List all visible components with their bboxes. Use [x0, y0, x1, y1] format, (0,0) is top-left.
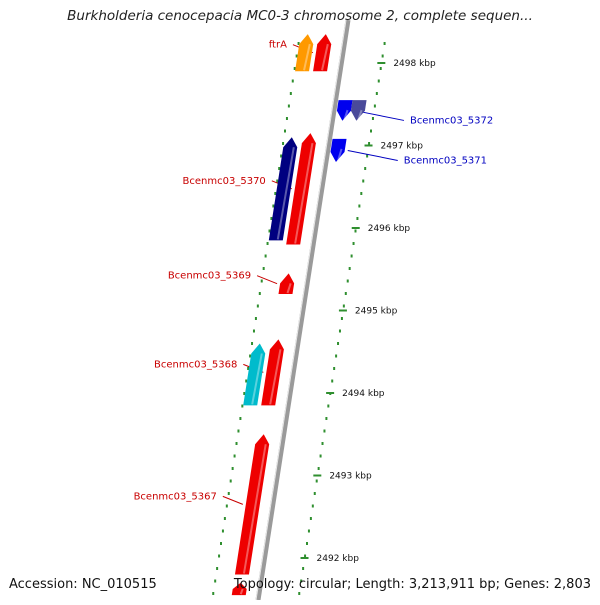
scale-tick-label: 2493 kbp: [329, 472, 372, 482]
gene-arrow[interactable]: [268, 137, 298, 241]
gene-arrow[interactable]: [231, 582, 247, 596]
gene-label[interactable]: Bcenmc03_5367: [134, 491, 217, 502]
gene-label[interactable]: ftrA: [269, 40, 287, 51]
gene-shine: [357, 109, 363, 121]
map-title: Burkholderia cenocepacia MC0-3 chromosom…: [67, 8, 533, 24]
gene-arrow[interactable]: [350, 100, 367, 121]
dotted-rings: [212, 42, 386, 595]
accession-label: Accession: NC_010515: [9, 577, 157, 592]
gene-label-leader: [222, 495, 244, 505]
gene-shine: [286, 283, 292, 294]
backbone-highlight: [255, 19, 347, 601]
gene-label[interactable]: Bcenmc03_5370: [183, 176, 266, 187]
gene-arrow[interactable]: [243, 343, 266, 406]
gene-label[interactable]: Bcenmc03_5369: [168, 271, 251, 282]
scale-tick-label: 2497 kbp: [381, 142, 424, 152]
gene-features: ftrA Bcenmc03_5372 Bcenmc03_5371 Bcenmc03_5…: [134, 34, 493, 596]
gene-feature[interactable]: ftrA: [269, 34, 332, 72]
gene-shine: [294, 142, 314, 244]
gene-feature[interactable]: Bcenmc03_5369: [168, 271, 295, 294]
chromosome-backbone: [255, 19, 351, 601]
gene-feature[interactable]: [295, 34, 314, 72]
gene-shine: [303, 43, 311, 71]
gene-label-leader: [347, 149, 398, 161]
gene-feature[interactable]: [243, 343, 266, 406]
scale-tick-label: 2494 kbp: [342, 389, 385, 399]
gene-shine: [321, 43, 329, 71]
gene-shine: [276, 147, 295, 240]
gene-shine: [337, 148, 343, 162]
gene-arrow[interactable]: [313, 34, 332, 72]
gene-arrow[interactable]: [261, 339, 284, 406]
gene-shine: [239, 588, 244, 595]
gene-label-leader: [256, 275, 278, 285]
gene-label[interactable]: Bcenmc03_5371: [404, 155, 487, 166]
sequence-summary: Topology: circular; Length: 3,213,911 bp…: [233, 577, 591, 592]
gene-label[interactable]: Bcenmc03_5368: [154, 359, 237, 370]
gene-arrow[interactable]: [234, 434, 270, 575]
scale-tick-label: 2498 kbp: [393, 59, 436, 69]
scale-ticks: 2498 kbp 2497 kbp 2496 kbp 2495 kbp 2494 kbp…: [300, 59, 436, 564]
gene-shine: [269, 349, 282, 405]
gene-arrow[interactable]: [278, 273, 295, 294]
gene-shine: [242, 444, 267, 574]
gene-shine: [343, 109, 349, 121]
gene-arrow[interactable]: [286, 133, 316, 245]
gene-shine: [251, 353, 263, 405]
gene-feature[interactable]: Bcenmc03_5367: [134, 434, 270, 575]
gene-feature[interactable]: [350, 100, 367, 121]
gene-feature[interactable]: Bcenmc03_5368: [154, 339, 284, 406]
gene-label[interactable]: Bcenmc03_5372: [410, 115, 493, 126]
gene-arrow[interactable]: [336, 100, 353, 121]
gene-arrow[interactable]: [295, 34, 314, 72]
gene-feature[interactable]: [231, 582, 247, 596]
scale-tick-label: 2496 kbp: [368, 224, 411, 234]
gene-feature[interactable]: Bcenmc03_5371: [330, 138, 488, 167]
scale-tick-label: 2495 kbp: [355, 307, 398, 317]
scale-tick-label: 2492 kbp: [317, 554, 360, 564]
gene-feature[interactable]: [268, 137, 298, 241]
gene-arrow[interactable]: [330, 138, 347, 162]
gene-feature[interactable]: Bcenmc03_5372: [336, 100, 493, 126]
